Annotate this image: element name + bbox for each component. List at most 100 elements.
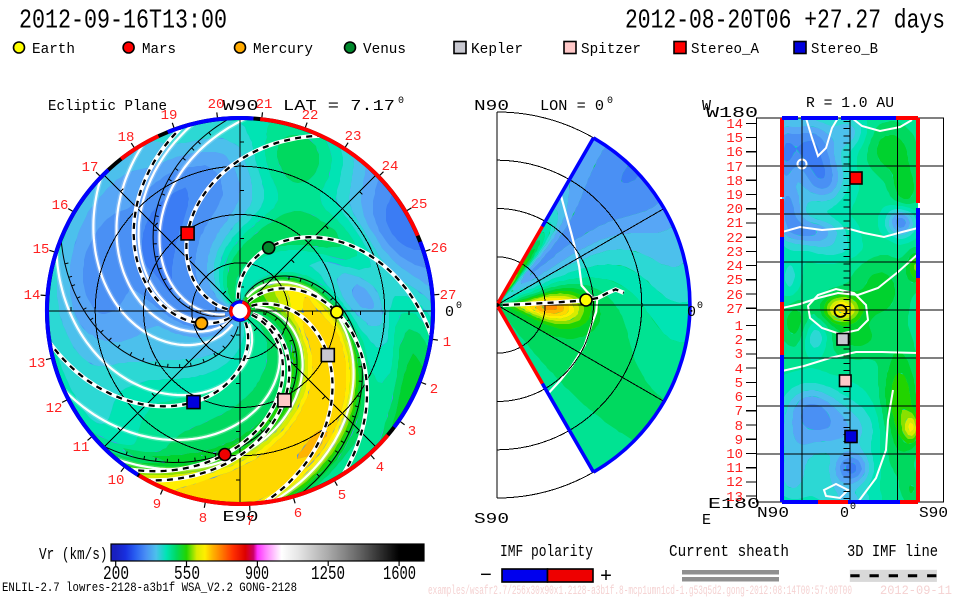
svg-text:5: 5 xyxy=(338,488,346,504)
svg-text:0: 0 xyxy=(398,96,404,107)
svg-text:S90: S90 xyxy=(919,505,948,522)
svg-text:3: 3 xyxy=(408,424,416,440)
svg-text:0: 0 xyxy=(445,304,454,321)
svg-text:7: 7 xyxy=(246,514,254,530)
svg-text:0: 0 xyxy=(697,301,703,312)
svg-text:1600: 1600 xyxy=(383,563,416,585)
svg-text:2: 2 xyxy=(735,333,743,349)
svg-text:8: 8 xyxy=(735,419,743,435)
svg-text:12: 12 xyxy=(726,475,743,491)
svg-text:R = 1.0 AU: R = 1.0 AU xyxy=(806,95,894,112)
svg-text:Mercury: Mercury xyxy=(253,41,313,58)
svg-text:16: 16 xyxy=(52,198,69,214)
svg-text:6: 6 xyxy=(294,506,302,522)
svg-text:Current sheath: Current sheath xyxy=(669,543,789,562)
svg-text:5: 5 xyxy=(735,376,743,392)
svg-text:ENLIL-2.7 lowres-2128-a3b1f WS: ENLIL-2.7 lowres-2128-a3b1f WSA_V2.2 GON… xyxy=(2,580,297,595)
svg-text:21: 21 xyxy=(256,97,273,113)
svg-text:W180: W180 xyxy=(706,105,758,122)
svg-text:0: 0 xyxy=(456,301,462,312)
svg-text:Ecliptic Plane: Ecliptic Plane xyxy=(48,98,167,115)
svg-text:1: 1 xyxy=(735,319,743,335)
svg-text:Vr (km/s): Vr (km/s) xyxy=(39,546,108,565)
svg-text:6: 6 xyxy=(735,390,743,406)
svg-text:550: 550 xyxy=(174,563,200,585)
svg-text:S90: S90 xyxy=(474,511,509,528)
svg-text:12: 12 xyxy=(46,401,63,417)
svg-text:10: 10 xyxy=(108,473,125,489)
svg-text:1250: 1250 xyxy=(311,563,345,585)
svg-text:26: 26 xyxy=(726,288,743,304)
svg-text:4: 4 xyxy=(376,460,384,476)
svg-text:24: 24 xyxy=(382,159,399,175)
svg-text:27: 27 xyxy=(440,288,457,304)
svg-text:0: 0 xyxy=(840,505,849,522)
svg-text:25: 25 xyxy=(411,197,428,213)
svg-text:examples/wsafr2.7/256x30x90x1.: examples/wsafr2.7/256x30x90x1.2128-a3b1f… xyxy=(428,583,852,598)
svg-text:8: 8 xyxy=(199,511,207,527)
svg-text:2: 2 xyxy=(430,382,438,398)
svg-text:21: 21 xyxy=(726,216,743,232)
svg-text:15: 15 xyxy=(726,131,743,147)
svg-text:18: 18 xyxy=(118,130,135,146)
svg-text:3: 3 xyxy=(735,347,743,363)
svg-text:IMF polarity: IMF polarity xyxy=(500,543,593,562)
svg-text:13: 13 xyxy=(726,490,743,506)
svg-text:900: 900 xyxy=(245,563,269,585)
svg-text:4: 4 xyxy=(735,362,743,378)
svg-text:3D IMF line: 3D IMF line xyxy=(847,543,938,562)
svg-text:22: 22 xyxy=(726,231,743,247)
svg-text:23: 23 xyxy=(726,245,743,261)
svg-text:11: 11 xyxy=(726,461,743,477)
svg-text:15: 15 xyxy=(33,242,50,258)
svg-text:11: 11 xyxy=(73,440,90,456)
svg-text:2012-08-20T06 +27.27 days: 2012-08-20T06 +27.27 days xyxy=(625,7,945,37)
svg-text:9: 9 xyxy=(153,497,161,513)
svg-text:2012-09-16T13:00: 2012-09-16T13:00 xyxy=(19,7,227,37)
svg-text:Venus: Venus xyxy=(363,41,406,58)
svg-text:2012-09-11: 2012-09-11 xyxy=(880,583,952,598)
svg-text:13: 13 xyxy=(29,356,46,372)
svg-text:E90: E90 xyxy=(223,509,259,526)
svg-text:W90: W90 xyxy=(223,98,259,115)
svg-text:24: 24 xyxy=(726,259,743,275)
svg-text:19: 19 xyxy=(726,188,743,204)
svg-text:N90: N90 xyxy=(474,98,509,115)
svg-text:LAT = 7.17: LAT = 7.17 xyxy=(283,98,395,115)
svg-text:0: 0 xyxy=(687,304,696,321)
svg-text:E: E xyxy=(702,512,711,529)
svg-text:25: 25 xyxy=(726,273,743,289)
svg-text:200: 200 xyxy=(103,563,129,585)
svg-text:0: 0 xyxy=(607,96,613,107)
svg-text:Stereo_A: Stereo_A xyxy=(691,41,759,58)
svg-text:Stereo_B: Stereo_B xyxy=(811,41,878,58)
svg-text:+: + xyxy=(600,566,612,589)
svg-text:E180: E180 xyxy=(708,496,760,513)
svg-text:Mars: Mars xyxy=(142,41,176,58)
svg-text:20: 20 xyxy=(726,202,743,218)
svg-text:27: 27 xyxy=(726,302,743,318)
svg-text:9: 9 xyxy=(735,433,743,449)
svg-text:14: 14 xyxy=(726,117,743,133)
svg-text:LON = 0: LON = 0 xyxy=(540,98,604,115)
svg-text:20: 20 xyxy=(208,97,225,113)
svg-text:10: 10 xyxy=(726,447,743,463)
svg-text:19: 19 xyxy=(161,108,178,124)
svg-text:N90: N90 xyxy=(757,505,789,522)
svg-text:18: 18 xyxy=(726,174,743,190)
svg-text:0: 0 xyxy=(850,502,856,513)
svg-text:7: 7 xyxy=(735,404,743,420)
svg-text:W: W xyxy=(702,98,711,115)
svg-text:Earth: Earth xyxy=(32,41,75,58)
svg-text:1: 1 xyxy=(443,335,451,351)
svg-text:17: 17 xyxy=(82,160,99,176)
svg-text:−: − xyxy=(480,565,492,588)
svg-text:26: 26 xyxy=(431,241,448,257)
svg-text:Kepler: Kepler xyxy=(471,41,523,58)
svg-text:Spitzer: Spitzer xyxy=(581,41,641,58)
svg-text:22: 22 xyxy=(302,108,319,124)
svg-text:14: 14 xyxy=(24,288,41,304)
svg-text:16: 16 xyxy=(726,145,743,161)
svg-text:17: 17 xyxy=(726,160,743,176)
svg-text:23: 23 xyxy=(345,129,362,145)
